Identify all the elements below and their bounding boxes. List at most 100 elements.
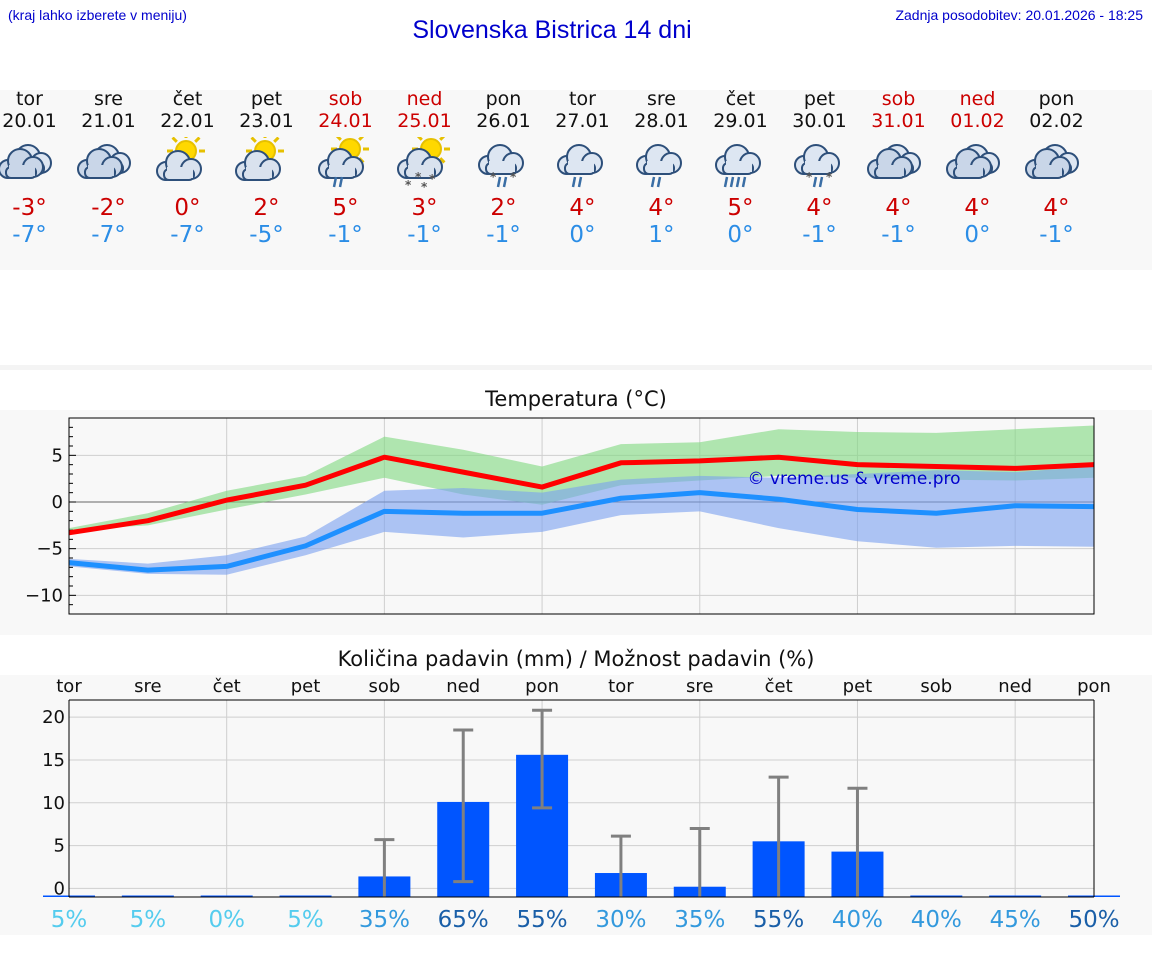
temp-min: -5°: [249, 222, 284, 248]
day-card: pon 26.01 * * 2° -1°: [464, 88, 543, 249]
temp-max: 3°: [411, 195, 438, 221]
cloudy-icon: [0, 144, 52, 179]
precipitation-title: Količina padavin (mm) / Možnost padavin …: [337, 647, 815, 671]
day-name: ned: [406, 88, 443, 110]
temp-min: -1°: [802, 222, 837, 248]
precip-band: [0, 675, 1152, 935]
temp-max: -3°: [12, 195, 47, 221]
svg-text:*: *: [510, 170, 517, 184]
svg-text:*: *: [415, 170, 422, 184]
temp-min: -7°: [12, 222, 47, 248]
day-name: sre: [647, 88, 676, 110]
last-updated: Zadnja posodobitev: 20.01.2026 - 18:25: [895, 7, 1143, 23]
cloud-rain-icon: [556, 144, 603, 188]
day-date: 25.01: [397, 110, 452, 132]
day-card: sob 24.01 5° -1°: [306, 88, 385, 249]
svg-text:*: *: [429, 172, 436, 186]
day-date: 27.01: [555, 110, 610, 132]
day-name: tor: [569, 88, 596, 110]
svg-text:*: *: [421, 180, 428, 194]
temp-max: 5°: [332, 195, 359, 221]
day-date: 22.01: [160, 110, 215, 132]
day-card: ned 25.01 * * * * 3° -1°: [385, 88, 464, 249]
temp-min: 0°: [569, 222, 596, 248]
svg-text:*: *: [806, 170, 813, 184]
day-date: 01.02: [950, 110, 1005, 132]
svg-text:*: *: [490, 170, 497, 184]
day-name: pet: [250, 88, 283, 110]
day-name: sob: [328, 88, 363, 110]
day-card: sre 21.01 -2° -7°: [69, 88, 148, 249]
day-name: pon: [1038, 88, 1075, 110]
cloud-sleet-icon: * *: [793, 144, 840, 188]
temp-max: 4°: [964, 195, 991, 221]
temp-band: [0, 410, 1152, 635]
sun-cloud-snow-icon: ****: [396, 137, 450, 194]
temp-max: -2°: [91, 195, 126, 221]
cloudy-icon: [945, 144, 1000, 179]
svg-text:*: *: [405, 178, 412, 192]
cloudy-icon: [1024, 144, 1079, 179]
day-card: sre 28.01 4° 1°: [622, 88, 701, 249]
cloud-heavy-rain-icon: [714, 144, 761, 188]
day-date: 02.02: [1029, 110, 1084, 132]
temp-max: 0°: [174, 195, 201, 221]
cloud-sleet-icon: * *: [477, 144, 524, 188]
temp-min: -1°: [1039, 222, 1074, 248]
sun-cloud-rain-icon: [317, 137, 369, 188]
temp-max: 2°: [253, 195, 280, 221]
temp-max: 2°: [490, 195, 517, 221]
day-date: 24.01: [318, 110, 373, 132]
day-date: 28.01: [634, 110, 689, 132]
cloudy-icon: [76, 144, 131, 179]
temp-min: -7°: [170, 222, 205, 248]
temp-max: 4°: [806, 195, 833, 221]
day-card: pet 30.01 * * 4° -1°: [780, 88, 859, 249]
temp-max: 4°: [648, 195, 675, 221]
day-name: pet: [803, 88, 836, 110]
temp-min: -1°: [486, 222, 521, 248]
forecast-band: [0, 90, 1152, 270]
location-hint: (kraj lahko izberete v meniju): [8, 7, 187, 23]
page-title: Slovenska Bistrica 14 dni: [412, 16, 692, 44]
temp-min: -1°: [881, 222, 916, 248]
day-name: tor: [16, 88, 43, 110]
day-name: sob: [881, 88, 916, 110]
day-card: čet 29.01 5° 0°: [701, 88, 780, 249]
day-date: 23.01: [239, 110, 294, 132]
temperature-title: Temperatura (°C): [485, 387, 667, 411]
temp-min: -7°: [91, 222, 126, 248]
day-card: pet 23.01 2° -5°: [227, 88, 306, 249]
day-card: tor 27.01 4° 0°: [543, 88, 622, 249]
temp-max: 4°: [569, 195, 596, 221]
day-card: tor 20.01 -3° -7°: [0, 88, 69, 249]
temp-min: 1°: [648, 222, 675, 248]
day-date: 29.01: [713, 110, 768, 132]
temp-min: 0°: [964, 222, 991, 248]
svg-text:*: *: [826, 170, 833, 184]
sun-cloud-icon: [234, 137, 284, 181]
cloudy-icon: [866, 144, 921, 179]
day-card: čet 22.01 0° -7°: [148, 88, 227, 249]
day-name: pon: [485, 88, 522, 110]
forecast-days: tor 20.01 -3° -7° sre 21.01 -2° -7°: [0, 88, 1133, 268]
temp-max: 5°: [727, 195, 754, 221]
day-card: ned 01.02 4° 0°: [938, 88, 1017, 249]
day-date: 26.01: [476, 110, 531, 132]
temp-min: -1°: [328, 222, 363, 248]
sun-cloud-icon: [155, 137, 205, 181]
cloud-rain-icon: [635, 144, 682, 188]
separator: [0, 365, 1152, 370]
day-date: 20.01: [2, 110, 57, 132]
day-name: čet: [725, 88, 756, 110]
temp-max: 4°: [885, 195, 912, 221]
temp-max: 4°: [1043, 195, 1070, 221]
day-name: čet: [172, 88, 203, 110]
day-date: 30.01: [792, 110, 847, 132]
temp-min: -1°: [407, 222, 442, 248]
day-name: ned: [959, 88, 996, 110]
day-date: 21.01: [81, 110, 136, 132]
day-card: pon 02.02 4° -1°: [1017, 88, 1096, 249]
day-date: 31.01: [871, 110, 926, 132]
day-name: sre: [94, 88, 123, 110]
